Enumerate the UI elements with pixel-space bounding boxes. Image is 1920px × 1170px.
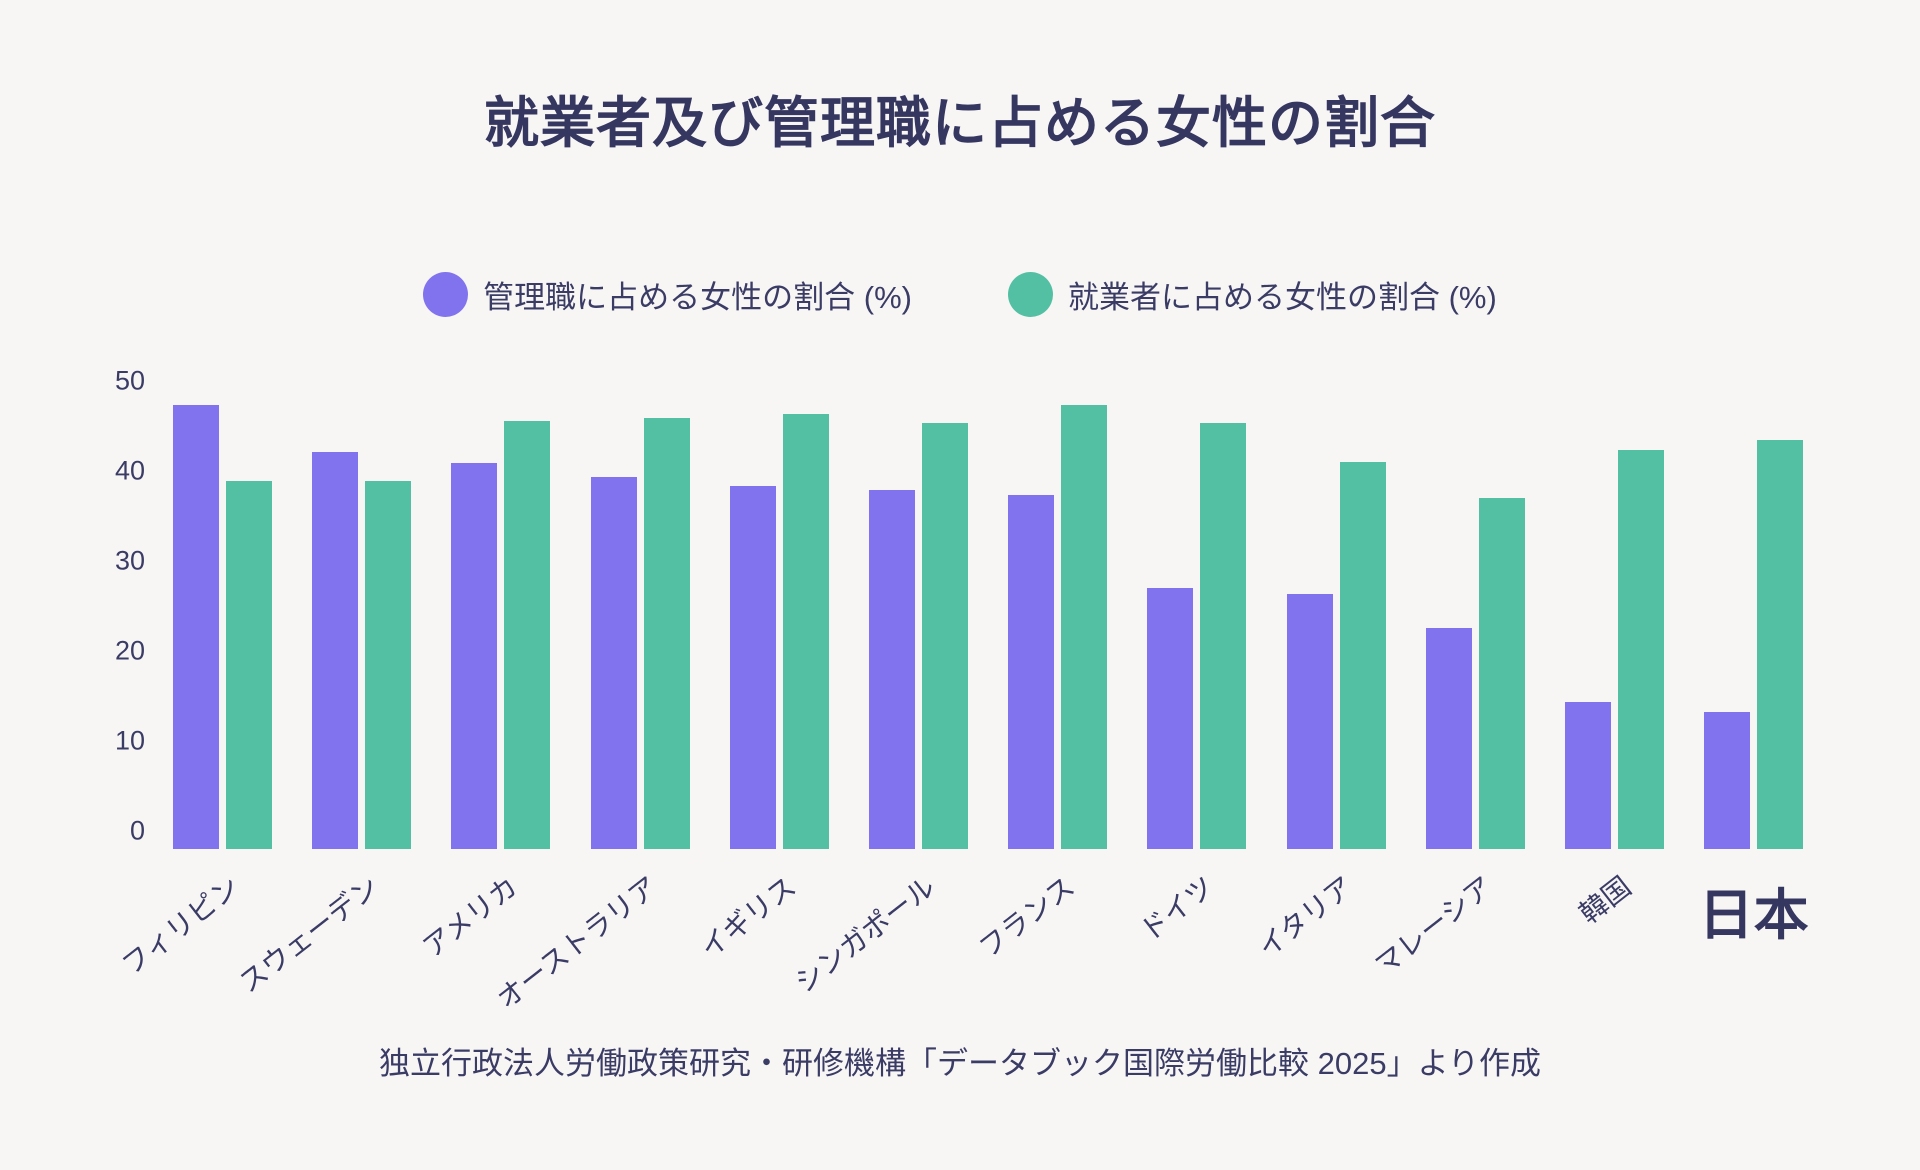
bar-managers-1 [173, 405, 219, 849]
bar-managers-10 [1425, 627, 1472, 849]
x-axis-label: ドイツ [1134, 870, 1220, 947]
bar-workers-4 [643, 418, 690, 849]
legend-label-managers: 管理職に占める女性の割合 (%) [483, 280, 912, 315]
y-axis-tick-label: 0 [129, 815, 145, 846]
bar-workers-5 [782, 413, 829, 849]
legend-item-managers: 管理職に占める女性の割合 (%) [423, 272, 912, 317]
bar-managers-4 [590, 477, 637, 849]
bar-managers-11 [1565, 701, 1611, 849]
bar-managers-5 [729, 486, 776, 849]
bar-managers-6 [869, 490, 915, 849]
legend-dot-purple-icon [423, 272, 469, 317]
legend-item-workers: 就業者に占める女性の割合 (%) [1008, 272, 1497, 317]
y-axis-tick-label: 20 [114, 635, 145, 666]
bar-managers-12 [1704, 712, 1751, 849]
x-axis-label-japan: 日本 [1698, 884, 1809, 946]
bar-workers-9 [1339, 462, 1386, 849]
x-axis-label: フランス [973, 870, 1081, 964]
x-axis-label: フィリピン [116, 870, 246, 982]
x-axis-label: シンガポール [789, 870, 942, 999]
bar-workers-7 [1061, 405, 1108, 849]
bar-managers-7 [1008, 495, 1055, 849]
y-axis-tick-label: 30 [114, 545, 145, 576]
x-axis-label: イギリス [694, 870, 803, 965]
bar-workers-3 [504, 420, 551, 849]
x-axis-label: スウェーデン [232, 870, 385, 999]
bar-workers-2 [365, 481, 412, 849]
legend-dot-green-icon [1008, 272, 1053, 317]
source-note: 独立行政法人労働政策研究・研修機構「データブック国際労働比較 2025」より作成 [379, 1046, 1541, 1081]
legend-label-workers: 就業者に占める女性の割合 (%) [1068, 280, 1497, 315]
bar-workers-12 [1757, 439, 1804, 849]
y-axis-tick-label: 10 [114, 725, 145, 756]
chart-title: 就業者及び管理職に占める女性の割合 [483, 92, 1436, 154]
bar-workers-8 [1200, 423, 1247, 849]
y-axis-tick-label: 50 [114, 365, 145, 396]
bar-managers-3 [451, 463, 498, 849]
bar-workers-11 [1618, 449, 1664, 849]
bar-managers-2 [312, 452, 359, 849]
legend: 管理職に占める女性の割合 (%) 就業者に占める女性の割合 (%) [0, 272, 1920, 317]
x-axis-label: マレーシア [1369, 870, 1499, 982]
bar-workers-10 [1478, 498, 1525, 849]
x-axis-label: イタリア [1252, 870, 1359, 964]
bar-workers-6 [922, 423, 968, 849]
x-axis-label: アメリカ [417, 870, 524, 964]
y-axis-tick-label: 40 [114, 455, 145, 486]
bar-workers-1 [226, 481, 272, 849]
bar-managers-9 [1286, 593, 1333, 849]
bar-managers-8 [1147, 588, 1194, 849]
